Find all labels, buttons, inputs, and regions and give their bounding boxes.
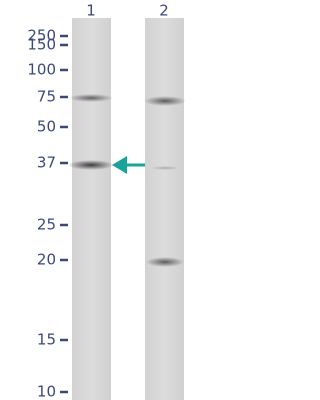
page: {"lanes": ["1", "2"], "markers": ["250",… [27, 1, 186, 400]
lane-2 [145, 18, 184, 400]
marker-label: 25 [37, 216, 56, 234]
lane-label: 2 [159, 2, 169, 20]
lane-label: 1 [86, 2, 96, 20]
marker-label: 20 [37, 251, 56, 269]
band [151, 166, 179, 170]
band [68, 160, 114, 170]
lane-1 [72, 18, 111, 400]
marker-label: 50 [37, 118, 56, 136]
band [146, 257, 184, 267]
marker-label: 250 [27, 27, 56, 45]
marker-label: 37 [37, 154, 56, 172]
arrow [112, 156, 145, 174]
marker-label: 15 [37, 331, 56, 349]
band [144, 96, 186, 106]
marker-label: 150 [27, 36, 56, 54]
band [69, 94, 113, 102]
marker-label: 75 [37, 88, 56, 106]
marker-label: 100 [27, 61, 56, 79]
marker-label: 10 [37, 383, 56, 400]
